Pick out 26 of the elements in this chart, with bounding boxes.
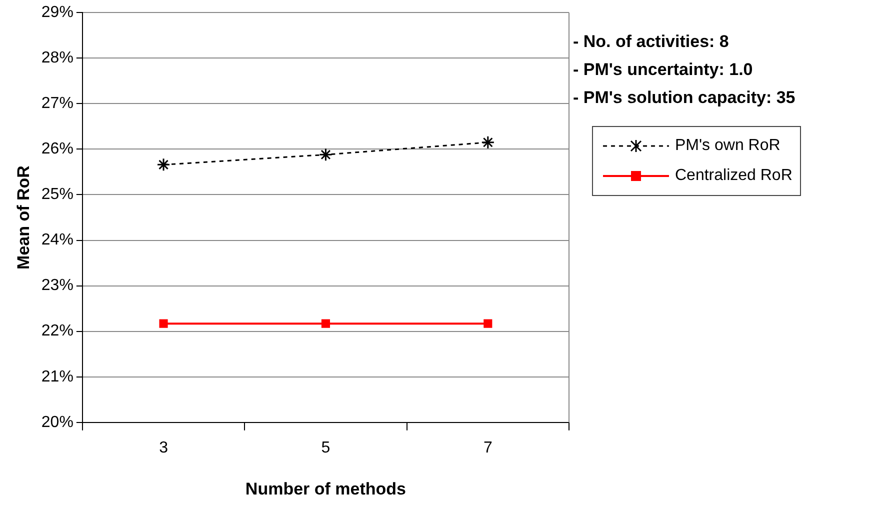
y-tick-label: 22% — [41, 322, 74, 340]
y-tick-label: 28% — [41, 50, 74, 67]
text: - PM's uncertainty: 1.0 — [573, 59, 754, 81]
y-tick-label: 23% — [41, 277, 74, 294]
x-tick-label: 3 — [159, 439, 168, 456]
point — [484, 319, 492, 328]
y-tick-label: 24% — [41, 232, 74, 249]
y-tick-label: 27% — [41, 95, 74, 112]
y-tick-label: 29% — [41, 4, 74, 22]
legend-label: Centralized RoR — [675, 167, 792, 185]
y-tick-label: 21% — [41, 368, 74, 386]
y-tick-label: 25% — [41, 186, 74, 204]
legend-label: PM's own RoR — [675, 137, 780, 155]
point — [481, 136, 495, 150]
text: - PM's solution capacity: 35 — [573, 87, 796, 109]
point — [156, 158, 170, 172]
y-axis-title: Mean of RoR — [14, 166, 33, 270]
text: - No. of activities: 8 — [573, 31, 730, 53]
x-axis-title: Number of methods — [245, 479, 406, 498]
point — [159, 319, 168, 328]
x-tick-label: 5 — [321, 439, 330, 456]
y-tick-label: 26% — [41, 140, 74, 158]
y-tick-label: 20% — [41, 414, 74, 431]
x-tick-label: 7 — [483, 439, 492, 456]
point — [321, 319, 330, 328]
point — [318, 148, 332, 162]
